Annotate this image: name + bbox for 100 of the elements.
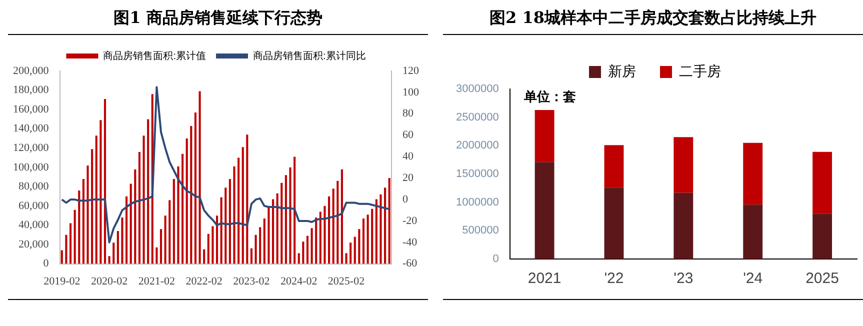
bar <box>186 138 188 264</box>
bar <box>371 208 374 264</box>
x-tick-label: 2023-02 <box>233 275 270 288</box>
bar <box>254 234 257 264</box>
x-tick-label: 2025 <box>806 270 839 288</box>
bar <box>362 218 365 264</box>
bar <box>384 188 386 264</box>
bar <box>310 228 313 264</box>
bar <box>294 156 296 264</box>
y-tick-label: 140,000 <box>13 122 50 135</box>
bar <box>160 229 162 264</box>
bar <box>743 142 763 205</box>
bar <box>332 188 334 264</box>
bar <box>743 204 763 259</box>
bar <box>190 126 192 264</box>
bar <box>350 242 352 264</box>
y-tick-label: 0 <box>43 258 50 270</box>
bar <box>168 200 171 264</box>
y2-tick-label: 20 <box>402 172 414 184</box>
x-tick-label: 2020-02 <box>90 275 128 288</box>
bar <box>336 180 339 264</box>
x-tick-label: '22 <box>604 270 624 288</box>
bar <box>812 214 832 259</box>
bar <box>354 236 356 264</box>
bar <box>284 175 287 264</box>
x-tick-label: 2022-02 <box>186 275 222 288</box>
bar <box>289 167 292 264</box>
y-tick-label: 500000 <box>462 224 499 237</box>
bar <box>246 134 248 264</box>
y2-tick-label: 60 <box>402 129 414 142</box>
x-tick-label: 2024-02 <box>280 275 318 288</box>
bar <box>198 91 201 264</box>
bar <box>172 178 175 264</box>
y-tick-label: 1000000 <box>456 196 499 208</box>
y-tick-label: 2500000 <box>456 111 499 124</box>
x-tick-label: 2021-02 <box>138 275 176 288</box>
bar <box>138 152 140 264</box>
y-tick-label: 3000000 <box>456 83 499 96</box>
bar <box>534 110 554 162</box>
bar <box>306 236 309 264</box>
bar <box>100 120 102 264</box>
bar <box>250 248 253 264</box>
y2-tick-label: 100 <box>402 86 420 98</box>
bar <box>319 212 322 264</box>
bar <box>315 218 318 264</box>
chart-title: 图1 商品房销售延续下行态势 <box>8 8 428 35</box>
legend-label: 二手房 <box>679 62 721 79</box>
bar <box>91 149 94 264</box>
bar <box>345 253 348 264</box>
bar <box>220 197 222 264</box>
bar <box>224 188 227 264</box>
bar <box>108 256 110 264</box>
bar <box>228 178 231 264</box>
y-tick-label: 1500000 <box>456 168 499 180</box>
bar <box>65 234 68 264</box>
bar <box>125 196 128 264</box>
bar <box>238 158 240 264</box>
bar <box>216 216 218 264</box>
bar <box>69 223 72 264</box>
y2-tick-label: 40 <box>402 150 414 163</box>
bar <box>268 206 270 264</box>
legend-label: 新房 <box>608 62 636 79</box>
bar <box>328 196 330 264</box>
bar <box>276 193 278 264</box>
bar <box>604 145 624 188</box>
x-tick-label: 2019-02 <box>44 275 80 288</box>
y2-tick-label: 120 <box>402 64 420 77</box>
bar <box>259 227 262 264</box>
annotation: 单位：套 <box>522 89 576 104</box>
bar <box>142 136 145 264</box>
y-tick-label: 60,000 <box>18 200 50 212</box>
bar <box>116 231 119 264</box>
bar <box>302 242 304 264</box>
y-tick-label: 160,000 <box>13 103 50 116</box>
bar <box>74 210 76 264</box>
bar <box>358 229 360 264</box>
bar <box>298 253 300 264</box>
bar <box>340 169 343 264</box>
bar <box>112 242 115 264</box>
y-tick-label: 2000000 <box>456 140 499 152</box>
bar <box>674 192 694 259</box>
y2-tick-label: 80 <box>402 108 414 120</box>
y-tick-label: 0 <box>492 253 499 266</box>
bar <box>242 147 244 264</box>
bar <box>375 199 378 264</box>
x-tick-label: 2025-02 <box>328 275 365 288</box>
bar <box>147 119 150 264</box>
bar <box>203 249 206 264</box>
x-tick-label: '24 <box>743 270 763 288</box>
y-tick-label: 80,000 <box>18 180 50 193</box>
y2-tick-label: -60 <box>402 258 418 270</box>
x-tick-label: '23 <box>674 270 694 288</box>
y-tick-label: 120,000 <box>13 142 50 154</box>
bar <box>164 216 166 264</box>
legend-label: 商品房销售面积:累计同比 <box>253 50 366 62</box>
y-tick-label: 180,000 <box>13 84 50 96</box>
y-tick-label: 100,000 <box>13 161 50 174</box>
bar <box>182 154 184 264</box>
bar <box>324 206 326 264</box>
bar <box>263 218 266 264</box>
